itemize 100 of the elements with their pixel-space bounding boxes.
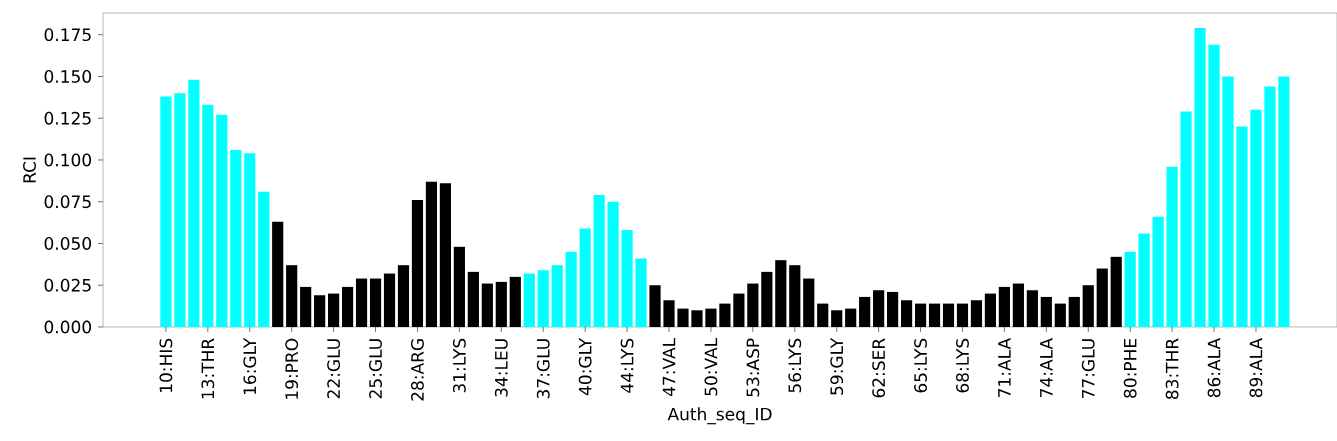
- y-tick-label: 0.075: [44, 195, 91, 209]
- bar: [928, 303, 941, 327]
- x-tick-label: 56:LYS: [788, 338, 802, 393]
- bar: [328, 293, 340, 327]
- x-tick-label: 50:VAL: [704, 337, 718, 396]
- x-tick-label: 13:THR: [201, 338, 215, 399]
- bar: [272, 221, 284, 327]
- bar: [1138, 233, 1150, 327]
- x-tick-label: 10:HIS: [159, 338, 173, 392]
- bar: [509, 276, 521, 327]
- bar: [956, 303, 969, 327]
- bar: [1110, 256, 1122, 327]
- bar: [775, 260, 787, 327]
- x-tick-label: 37:GLU: [536, 339, 550, 399]
- bar: [1082, 285, 1094, 327]
- bar: [719, 303, 731, 327]
- bar: [761, 271, 773, 327]
- bar: [593, 195, 605, 327]
- bar: [984, 293, 997, 327]
- bar: [1222, 76, 1234, 327]
- y-tick-label: 0.025: [44, 278, 91, 292]
- bar: [1124, 251, 1136, 327]
- x-tick-label: 31:LYS: [452, 338, 466, 393]
- bar: [467, 271, 479, 327]
- bar: [1278, 76, 1290, 327]
- x-tick-label: 28:ARG: [411, 339, 424, 401]
- bar: [1054, 303, 1066, 327]
- bar: [244, 153, 256, 327]
- x-tick-label: 40:GLY: [578, 337, 592, 396]
- bar: [635, 258, 647, 327]
- bar: [1040, 296, 1052, 327]
- x-tick-label: 22:GLU: [327, 339, 341, 399]
- x-tick-label: 53:ASP: [746, 338, 760, 397]
- bar: [1096, 268, 1108, 327]
- bar: [188, 79, 200, 327]
- bar: [355, 278, 368, 327]
- bar: [523, 273, 535, 327]
- bar: [970, 300, 983, 327]
- bar: [1264, 86, 1276, 327]
- bar: [621, 230, 633, 327]
- bar: [1208, 44, 1220, 327]
- y-tick-label: 0.000: [44, 320, 92, 334]
- x-tick-label: 77:GLU: [1081, 339, 1095, 399]
- bar: [341, 286, 354, 327]
- bar: [537, 270, 549, 327]
- bar: [914, 303, 927, 327]
- bar: [998, 286, 1010, 327]
- bar: [565, 251, 577, 327]
- bar: [230, 149, 242, 327]
- x-tick-label: 71:ALA: [998, 338, 1011, 397]
- x-tick-label: 86:ALA: [1207, 338, 1221, 398]
- y-tick-label: 0.125: [44, 111, 91, 125]
- bar: [887, 291, 899, 327]
- bar: [1026, 290, 1038, 327]
- bar: [900, 300, 913, 327]
- bar: [551, 265, 563, 327]
- x-tick-label: 34:LEU: [494, 339, 508, 397]
- bar: [942, 303, 955, 327]
- x-tick-label: 19:PRO: [285, 338, 299, 399]
- bar: [803, 278, 815, 327]
- bar: [1180, 111, 1192, 327]
- y-tick-label: 0.050: [44, 237, 92, 250]
- x-tick-label: 89:ALA: [1249, 338, 1263, 398]
- bar: [397, 265, 410, 327]
- bar: [1166, 166, 1178, 327]
- x-tick-label: 16:GLY: [243, 337, 257, 395]
- bar: [691, 310, 703, 327]
- y-tick-label: 0.150: [44, 70, 92, 83]
- x-tick-label: 59:GLY: [830, 337, 844, 395]
- bar: [859, 296, 871, 327]
- x-tick-label: 44:LYS: [620, 338, 634, 393]
- bar: [817, 303, 829, 327]
- bar: [314, 295, 326, 327]
- bar: [383, 273, 396, 327]
- bar: [258, 191, 270, 327]
- x-tick-label: 47:VAL: [662, 337, 676, 397]
- bar: [202, 104, 214, 327]
- x-tick-label: 74:ALA: [1040, 338, 1053, 397]
- bar: [733, 293, 745, 327]
- y-tick-label: 0.100: [44, 153, 92, 167]
- bar: [789, 265, 801, 327]
- bar: [705, 308, 717, 327]
- bar: [1194, 28, 1206, 327]
- bar: [300, 286, 312, 327]
- x-tick-label: 62:SER: [872, 338, 886, 398]
- bar: [411, 200, 424, 327]
- bar: [1236, 126, 1248, 327]
- y-axis-title: RCI: [23, 157, 36, 183]
- bar: [369, 278, 382, 327]
- x-axis-title: Auth_seq_ID: [667, 407, 772, 425]
- bar: [174, 93, 186, 327]
- bar: [663, 300, 675, 327]
- bar: [677, 308, 689, 327]
- bar: [747, 283, 759, 327]
- bar: [1012, 283, 1024, 327]
- bar: [425, 181, 438, 327]
- bar: [160, 96, 172, 327]
- bar: [216, 114, 228, 327]
- bar: [481, 283, 493, 327]
- bar: [607, 201, 619, 327]
